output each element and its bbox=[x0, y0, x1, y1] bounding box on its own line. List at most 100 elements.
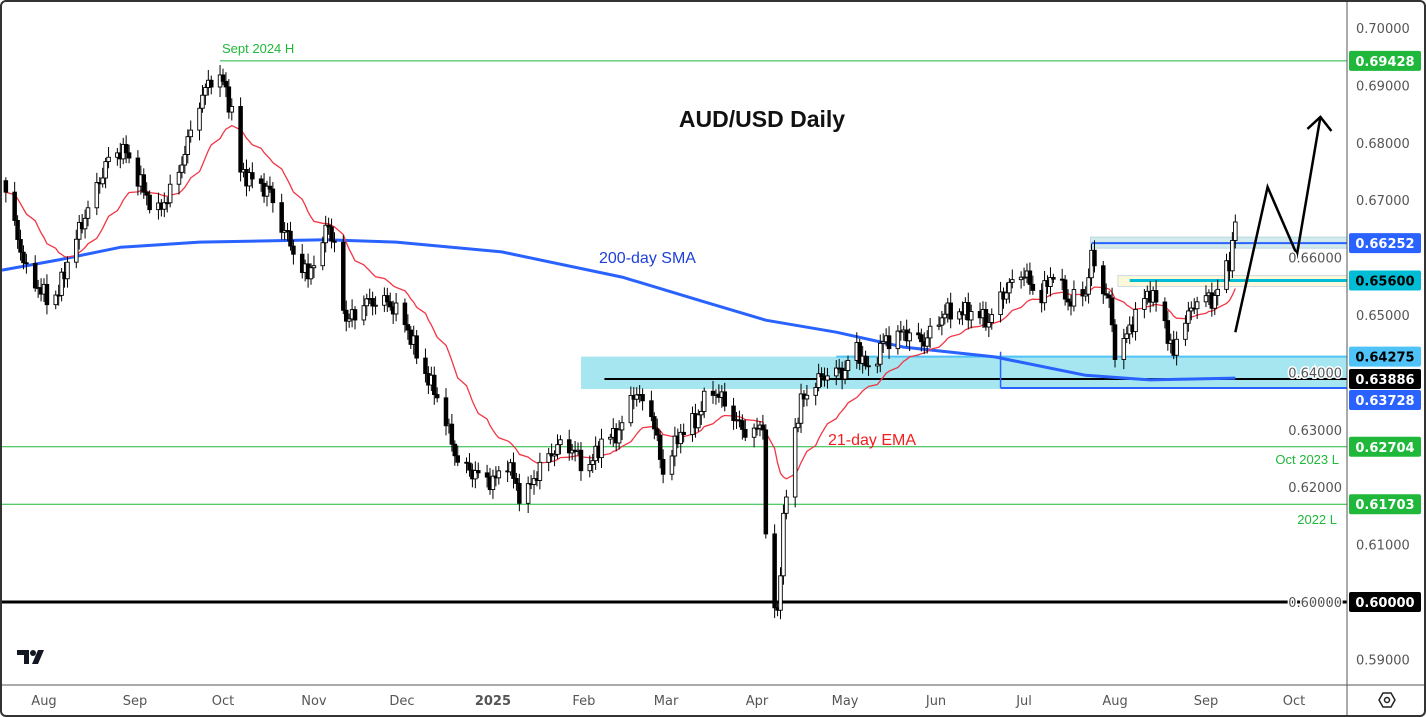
candle bbox=[12, 181, 17, 226]
candle-body-bullish bbox=[1194, 301, 1200, 310]
candle-body-bearish bbox=[135, 157, 141, 187]
candle-body-bearish bbox=[1027, 270, 1033, 285]
tradingview-logo[interactable] bbox=[17, 650, 44, 664]
projection-arrow-path bbox=[1234, 116, 1322, 333]
candle bbox=[1162, 297, 1168, 329]
candle-body-bearish bbox=[1062, 279, 1068, 300]
candle-body-bearish bbox=[1065, 298, 1071, 303]
candle bbox=[681, 423, 686, 443]
candle bbox=[546, 447, 551, 472]
candle bbox=[432, 366, 437, 405]
candle bbox=[555, 434, 560, 459]
candle bbox=[467, 453, 472, 477]
candle-body-bullish bbox=[968, 311, 974, 321]
candle-body-bearish bbox=[1162, 301, 1168, 322]
candle bbox=[907, 328, 912, 352]
candle-body-bullish bbox=[167, 183, 173, 204]
candle bbox=[1051, 273, 1056, 284]
candle-body-bullish bbox=[816, 373, 821, 388]
candle-body-bearish bbox=[332, 240, 337, 243]
candle bbox=[784, 489, 789, 520]
price-tick-label: 0.61000 bbox=[1356, 539, 1410, 554]
candle-body-bearish bbox=[476, 470, 481, 474]
candle bbox=[1065, 289, 1071, 311]
candle bbox=[1021, 267, 1027, 287]
candle-body-bullish bbox=[939, 317, 945, 326]
candle-body-bearish bbox=[32, 263, 38, 289]
candle bbox=[1106, 291, 1112, 308]
candle-body-bullish bbox=[59, 271, 64, 296]
candle bbox=[936, 316, 942, 331]
sma-200-line bbox=[2, 238, 1236, 382]
candle-body-bullish bbox=[393, 302, 399, 315]
candle bbox=[531, 470, 537, 495]
price-tag-0.69428: 0.69428 bbox=[1355, 55, 1414, 70]
candle-body-bullish bbox=[85, 207, 91, 219]
candle-body-bearish bbox=[948, 302, 953, 320]
candle bbox=[1004, 282, 1009, 304]
ema-label: 21-day EMA bbox=[828, 432, 916, 449]
time-tick-label: Feb bbox=[572, 694, 595, 709]
price-tags: 0.69428 0.66252 0.65600 0.64275 0.63886 0.637… bbox=[1349, 50, 1421, 612]
candle bbox=[361, 295, 367, 326]
candle-body-bullish bbox=[185, 136, 191, 155]
candle bbox=[886, 326, 892, 359]
time-tick-label: Apr bbox=[746, 694, 769, 709]
candle bbox=[722, 382, 728, 412]
candle bbox=[238, 97, 243, 182]
candle bbox=[229, 98, 235, 121]
candle bbox=[1101, 261, 1106, 304]
candle bbox=[308, 263, 314, 285]
candle-body-bullish bbox=[1142, 298, 1147, 310]
candle bbox=[701, 387, 707, 419]
candle-body-bearish bbox=[1153, 290, 1159, 303]
candle bbox=[517, 473, 522, 512]
time-axis[interactable]: Aug Sep Oct Nov Dec 2025 Feb Mar Apr May Jun Jul Aug… bbox=[31, 694, 1305, 709]
candle-body-bullish bbox=[616, 429, 622, 444]
candle-body-bullish bbox=[792, 427, 798, 498]
candle-body-bullish bbox=[361, 305, 367, 321]
candle-body-bearish bbox=[141, 174, 147, 193]
time-tick-label: Sep bbox=[1194, 694, 1219, 709]
candle bbox=[85, 200, 91, 227]
candle-body-bullish bbox=[924, 337, 930, 347]
candle bbox=[141, 168, 147, 199]
candle bbox=[209, 75, 214, 95]
candle-body-bullish bbox=[989, 314, 995, 323]
price-tag-0.64275: 0.64275 bbox=[1355, 351, 1414, 366]
candle bbox=[699, 401, 704, 425]
candle-body-bullish bbox=[813, 387, 818, 396]
candle-body-bullish bbox=[311, 265, 317, 269]
candle-body-bearish bbox=[919, 334, 924, 343]
candle bbox=[126, 144, 132, 164]
candle bbox=[710, 380, 716, 404]
price-tag-bg bbox=[1349, 346, 1421, 367]
candle bbox=[1042, 270, 1047, 311]
candle-body-bearish bbox=[21, 251, 26, 264]
candle bbox=[44, 274, 50, 315]
candle bbox=[537, 452, 543, 490]
candle bbox=[320, 236, 326, 271]
candle bbox=[1112, 319, 1118, 368]
candle bbox=[1124, 326, 1129, 344]
candle-body-bullish bbox=[525, 483, 531, 504]
candle bbox=[3, 177, 9, 203]
candle bbox=[916, 322, 921, 340]
candle bbox=[200, 85, 205, 113]
candle-body-bullish bbox=[364, 298, 370, 307]
candle-body-bullish bbox=[1203, 295, 1209, 303]
candle bbox=[1083, 286, 1088, 302]
candle-body-bullish bbox=[701, 390, 707, 412]
candle-body-bullish bbox=[1174, 338, 1179, 356]
candle bbox=[182, 145, 188, 174]
gear-icon[interactable] bbox=[1378, 692, 1396, 708]
time-tick-label: Jun bbox=[925, 694, 946, 709]
candle-body-bearish bbox=[566, 439, 572, 454]
candle-body-bearish bbox=[144, 191, 149, 196]
candle bbox=[866, 356, 871, 376]
price-axis[interactable]: 0.70000 0.69000 0.68000 0.67000 0.66000 0.650… bbox=[1287, 22, 1410, 668]
candles bbox=[3, 64, 1238, 620]
candle bbox=[370, 291, 375, 316]
candle bbox=[948, 292, 953, 329]
